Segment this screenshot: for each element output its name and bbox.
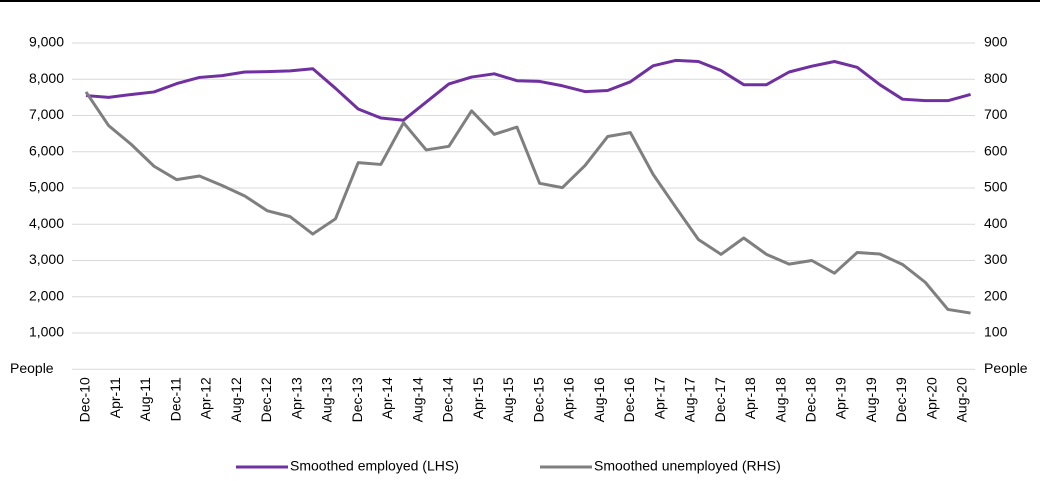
y2-tick-label: 500 [984, 179, 1008, 195]
series-line [85, 58, 971, 122]
y-tick-label: 1,000 [29, 324, 64, 340]
x-tick-label: Dec-10 [77, 377, 93, 422]
x-tick-label: Apr-15 [470, 377, 486, 419]
x-tick-label: Aug-16 [591, 377, 607, 422]
y-axis-label: People [10, 360, 54, 376]
y-tick-label: 9,000 [29, 34, 64, 50]
y-tick-label: 5,000 [29, 179, 64, 195]
x-tick-label: Aug-20 [954, 377, 970, 422]
x-tick-label: Aug-12 [228, 377, 244, 422]
y-tick-label: 3,000 [29, 251, 64, 267]
x-tick-label: Dec-19 [893, 377, 909, 422]
legend-label: Smoothed unemployed (RHS) [594, 458, 781, 474]
x-tick-label: Aug-19 [863, 377, 879, 422]
y-tick-label: 7,000 [29, 106, 64, 122]
y-tick-label: 8,000 [29, 70, 64, 86]
x-tick-label: Apr-12 [198, 377, 214, 419]
y2-axis-label: People [984, 360, 1028, 376]
x-tick-label: Apr-14 [379, 377, 395, 419]
x-tick-label: Apr-11 [107, 377, 123, 418]
y-tick-label: 4,000 [29, 215, 64, 231]
x-tick-label: Dec-16 [621, 377, 637, 422]
y-tick-label: 6,000 [29, 142, 64, 158]
x-tick-label: Aug-17 [682, 377, 698, 422]
x-tick-label: Aug-14 [409, 377, 425, 422]
x-tick-label: Aug-13 [319, 377, 335, 422]
x-tick-label: Aug-15 [500, 377, 516, 422]
x-tick-label: Apr-20 [923, 377, 939, 419]
x-tick-label: Apr-19 [833, 377, 849, 419]
y-tick-label: 2,000 [29, 287, 64, 303]
x-tick-label: Aug-11 [137, 377, 153, 421]
y2-tick-label: 200 [984, 287, 1008, 303]
x-tick-label: Apr-17 [651, 377, 667, 419]
y2-tick-label: 800 [984, 70, 1008, 86]
x-tick-label: Aug-18 [772, 377, 788, 422]
y2-tick-label: 900 [984, 34, 1008, 50]
y2-tick-label: 400 [984, 215, 1008, 231]
y2-tick-label: 600 [984, 142, 1008, 158]
y2-tick-label: 100 [984, 324, 1008, 340]
x-tick-label: Dec-15 [530, 377, 546, 422]
y2-tick-label: 700 [984, 106, 1008, 122]
x-tick-label: Dec-17 [712, 377, 728, 422]
x-tick-label: Dec-13 [349, 377, 365, 422]
legend-label: Smoothed employed (LHS) [290, 458, 459, 474]
series-line [84, 91, 971, 315]
x-tick-label: Dec-11 [167, 377, 183, 421]
x-tick-label: Apr-16 [561, 377, 577, 419]
x-tick-label: Apr-13 [288, 377, 304, 419]
x-tick-label: Apr-18 [742, 377, 758, 419]
x-tick-label: Dec-14 [440, 377, 456, 422]
x-tick-label: Dec-12 [258, 377, 274, 422]
y2-tick-label: 300 [984, 251, 1008, 267]
x-tick-label: Dec-18 [802, 377, 818, 422]
